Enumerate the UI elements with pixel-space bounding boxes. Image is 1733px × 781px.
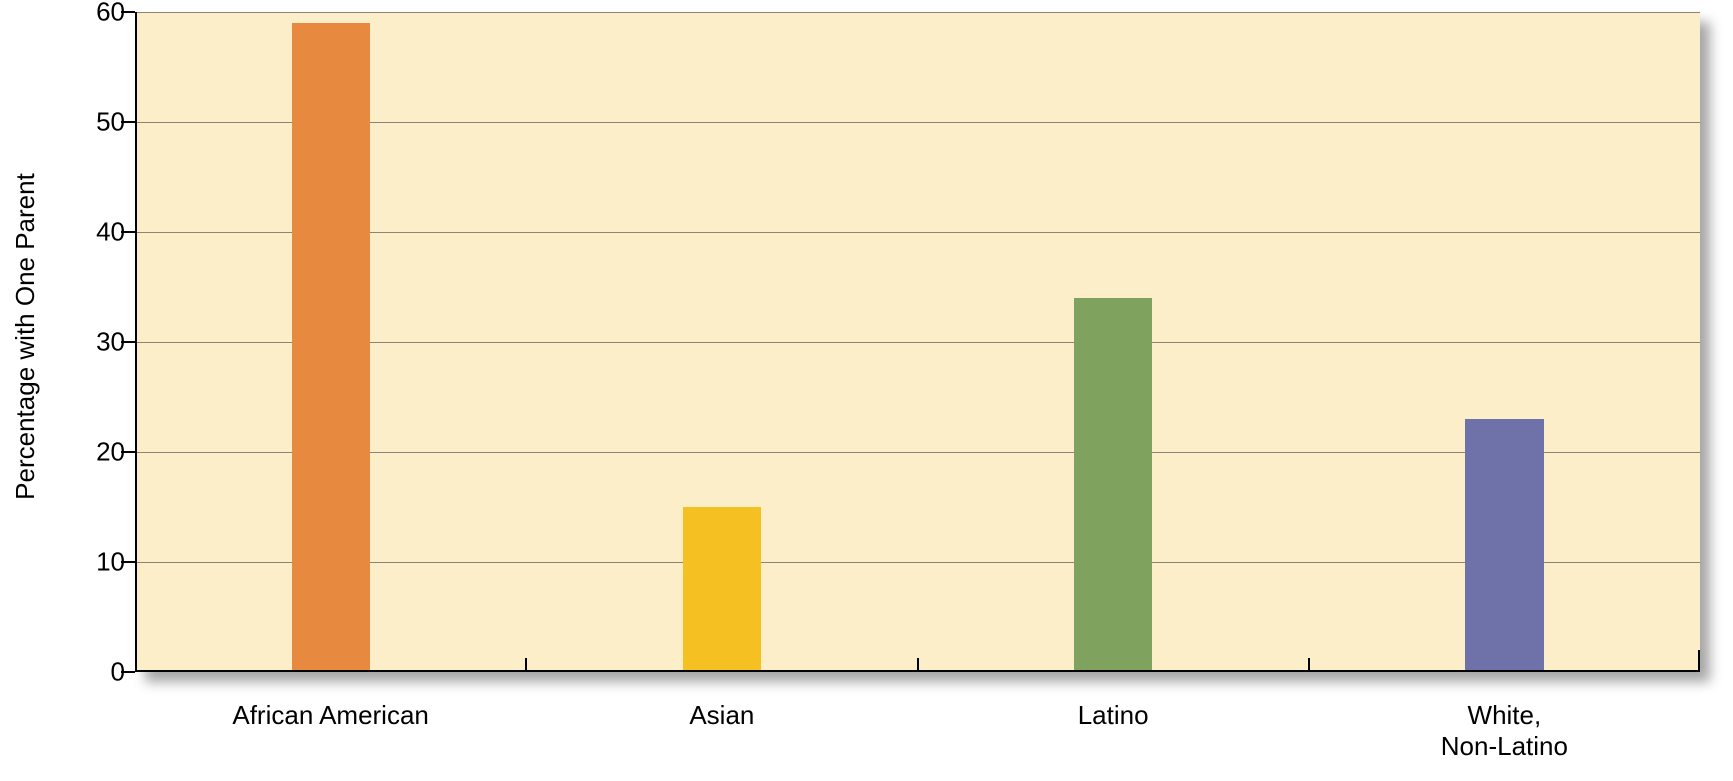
y-tick-label: 10 (65, 547, 125, 578)
y-tick-label: 40 (65, 217, 125, 248)
x-tick-mark (1308, 658, 1310, 672)
x-tick-label: White, Non-Latino (1309, 700, 1700, 762)
x-tick-label: African American (135, 700, 526, 731)
y-tick-label: 30 (65, 327, 125, 358)
y-tick-mark (121, 561, 135, 563)
y-tick-label: 50 (65, 107, 125, 138)
gridline (135, 342, 1700, 343)
y-axis-right-line (1698, 650, 1700, 672)
y-axis-line (135, 12, 137, 672)
y-tick-label: 20 (65, 437, 125, 468)
y-tick-mark (121, 451, 135, 453)
y-tick-label: 60 (65, 0, 125, 28)
bar (1465, 419, 1543, 672)
y-tick-mark (121, 341, 135, 343)
y-tick-mark (121, 11, 135, 13)
x-tick-label: Asian (526, 700, 917, 731)
bar-chart: Percentage with One Parent 0 10 20 30 40 50 60… (0, 0, 1733, 781)
y-tick-label: 0 (65, 657, 125, 688)
gridline (135, 12, 1700, 13)
bar (683, 507, 761, 672)
y-tick-mark (121, 231, 135, 233)
gridline (135, 232, 1700, 233)
x-tick-mark (917, 658, 919, 672)
plot-area (135, 12, 1700, 672)
x-tick-label: Latino (918, 700, 1309, 731)
gridline (135, 122, 1700, 123)
x-tick-mark (525, 658, 527, 672)
y-axis-label: Percentage with One Parent (0, 0, 50, 672)
y-tick-mark (121, 671, 135, 673)
y-tick-mark (121, 121, 135, 123)
bar (1074, 298, 1152, 672)
bar (292, 23, 370, 672)
y-axis-label-text: Percentage with One Parent (10, 173, 41, 500)
